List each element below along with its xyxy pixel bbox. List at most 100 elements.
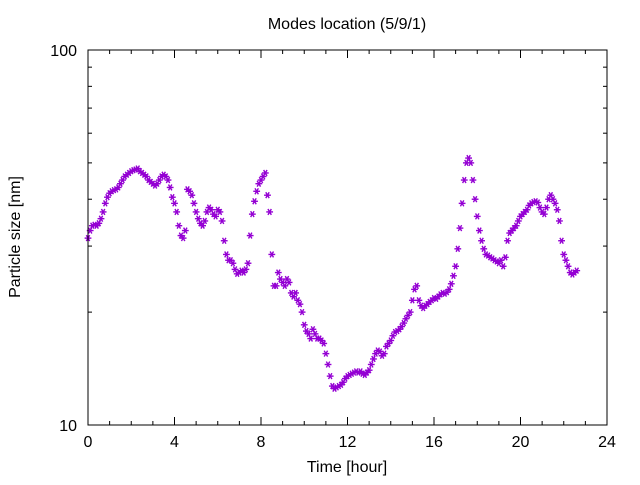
data-point [192, 208, 200, 216]
data-point [261, 169, 269, 177]
x-tick-label: 16 [425, 434, 443, 451]
data-point [181, 227, 189, 234]
data-point [480, 245, 488, 253]
data-point [168, 193, 176, 201]
data-point [264, 191, 271, 199]
data-point [190, 200, 198, 207]
data-point [104, 193, 111, 201]
data-point [497, 256, 505, 264]
data-point [251, 197, 258, 205]
x-tick-label: 8 [257, 434, 266, 451]
data-point [292, 289, 299, 297]
data-point [101, 200, 109, 207]
y-tick-label: 100 [50, 43, 77, 60]
data-point [406, 308, 414, 316]
x-axis-label: Time [hour] [307, 459, 387, 476]
plot-frame [87, 49, 608, 426]
data-point [380, 350, 388, 357]
data-point [452, 262, 460, 270]
data-point [564, 262, 572, 270]
data-point [201, 217, 209, 225]
data-point [536, 204, 544, 211]
data-point [242, 266, 250, 273]
data-point [300, 321, 308, 329]
data-point [370, 355, 377, 363]
data-point [268, 251, 276, 258]
axis-ticks [87, 50, 608, 425]
data-point [415, 297, 423, 304]
data-point [473, 213, 481, 220]
x-tick-label: 0 [84, 434, 93, 451]
data-point [166, 184, 174, 191]
data-point [573, 267, 581, 274]
data-point [562, 256, 570, 264]
data-point [179, 234, 187, 242]
data-point [274, 269, 282, 276]
data-point [471, 195, 479, 203]
data-point [246, 232, 254, 239]
x-tick-label: 20 [512, 434, 530, 451]
data-point [285, 279, 293, 286]
data-points [84, 154, 581, 392]
data-point [551, 200, 559, 207]
data-point [175, 222, 183, 229]
data-point [458, 200, 466, 207]
data-point [244, 259, 252, 267]
data-point [456, 224, 464, 232]
data-point [540, 210, 548, 218]
y-tick-label: 10 [59, 418, 77, 435]
data-point [164, 176, 172, 184]
data-point [467, 159, 475, 167]
tick-labels: 0 4 8 12 16 20 24 10 100 [50, 43, 616, 451]
data-point [212, 213, 219, 220]
data-point [320, 340, 328, 347]
data-point [558, 237, 565, 245]
data-point [266, 208, 274, 216]
data-point [324, 361, 332, 368]
y-axis-label: Particle size [nm] [7, 176, 24, 298]
data-point [229, 259, 237, 267]
data-point [326, 372, 334, 380]
data-point [553, 206, 561, 214]
data-point [216, 208, 224, 216]
chart-title: Modes location (5/9/1) [268, 16, 426, 33]
data-point [504, 237, 511, 245]
data-point [99, 208, 107, 216]
data-point [499, 262, 507, 270]
data-point [367, 361, 375, 368]
data-point [298, 308, 306, 316]
data-point [365, 366, 373, 374]
data-point [218, 217, 226, 225]
data-point [543, 204, 550, 211]
data-point [454, 245, 462, 253]
data-point [296, 300, 304, 308]
x-tick-label: 12 [339, 434, 357, 451]
data-point [171, 200, 178, 207]
data-point [560, 251, 568, 258]
data-point [445, 286, 453, 293]
data-point [408, 297, 416, 304]
data-point [272, 282, 280, 290]
data-point [281, 282, 289, 290]
data-point [469, 176, 477, 184]
data-point [97, 215, 105, 222]
data-point [307, 335, 315, 342]
data-point [460, 176, 468, 184]
data-point [220, 237, 228, 245]
data-point [253, 187, 261, 195]
data-point [547, 191, 555, 199]
x-tick-label: 24 [598, 434, 616, 451]
data-point [501, 254, 509, 261]
data-point [476, 227, 483, 234]
x-tick-label: 4 [170, 434, 179, 451]
data-point [413, 282, 421, 290]
data-point [447, 280, 455, 288]
data-point [188, 191, 196, 199]
data-point [556, 217, 563, 225]
data-point [465, 154, 472, 162]
data-point [478, 237, 485, 245]
data-point [450, 272, 457, 280]
data-point [322, 350, 330, 357]
data-point [248, 210, 256, 218]
